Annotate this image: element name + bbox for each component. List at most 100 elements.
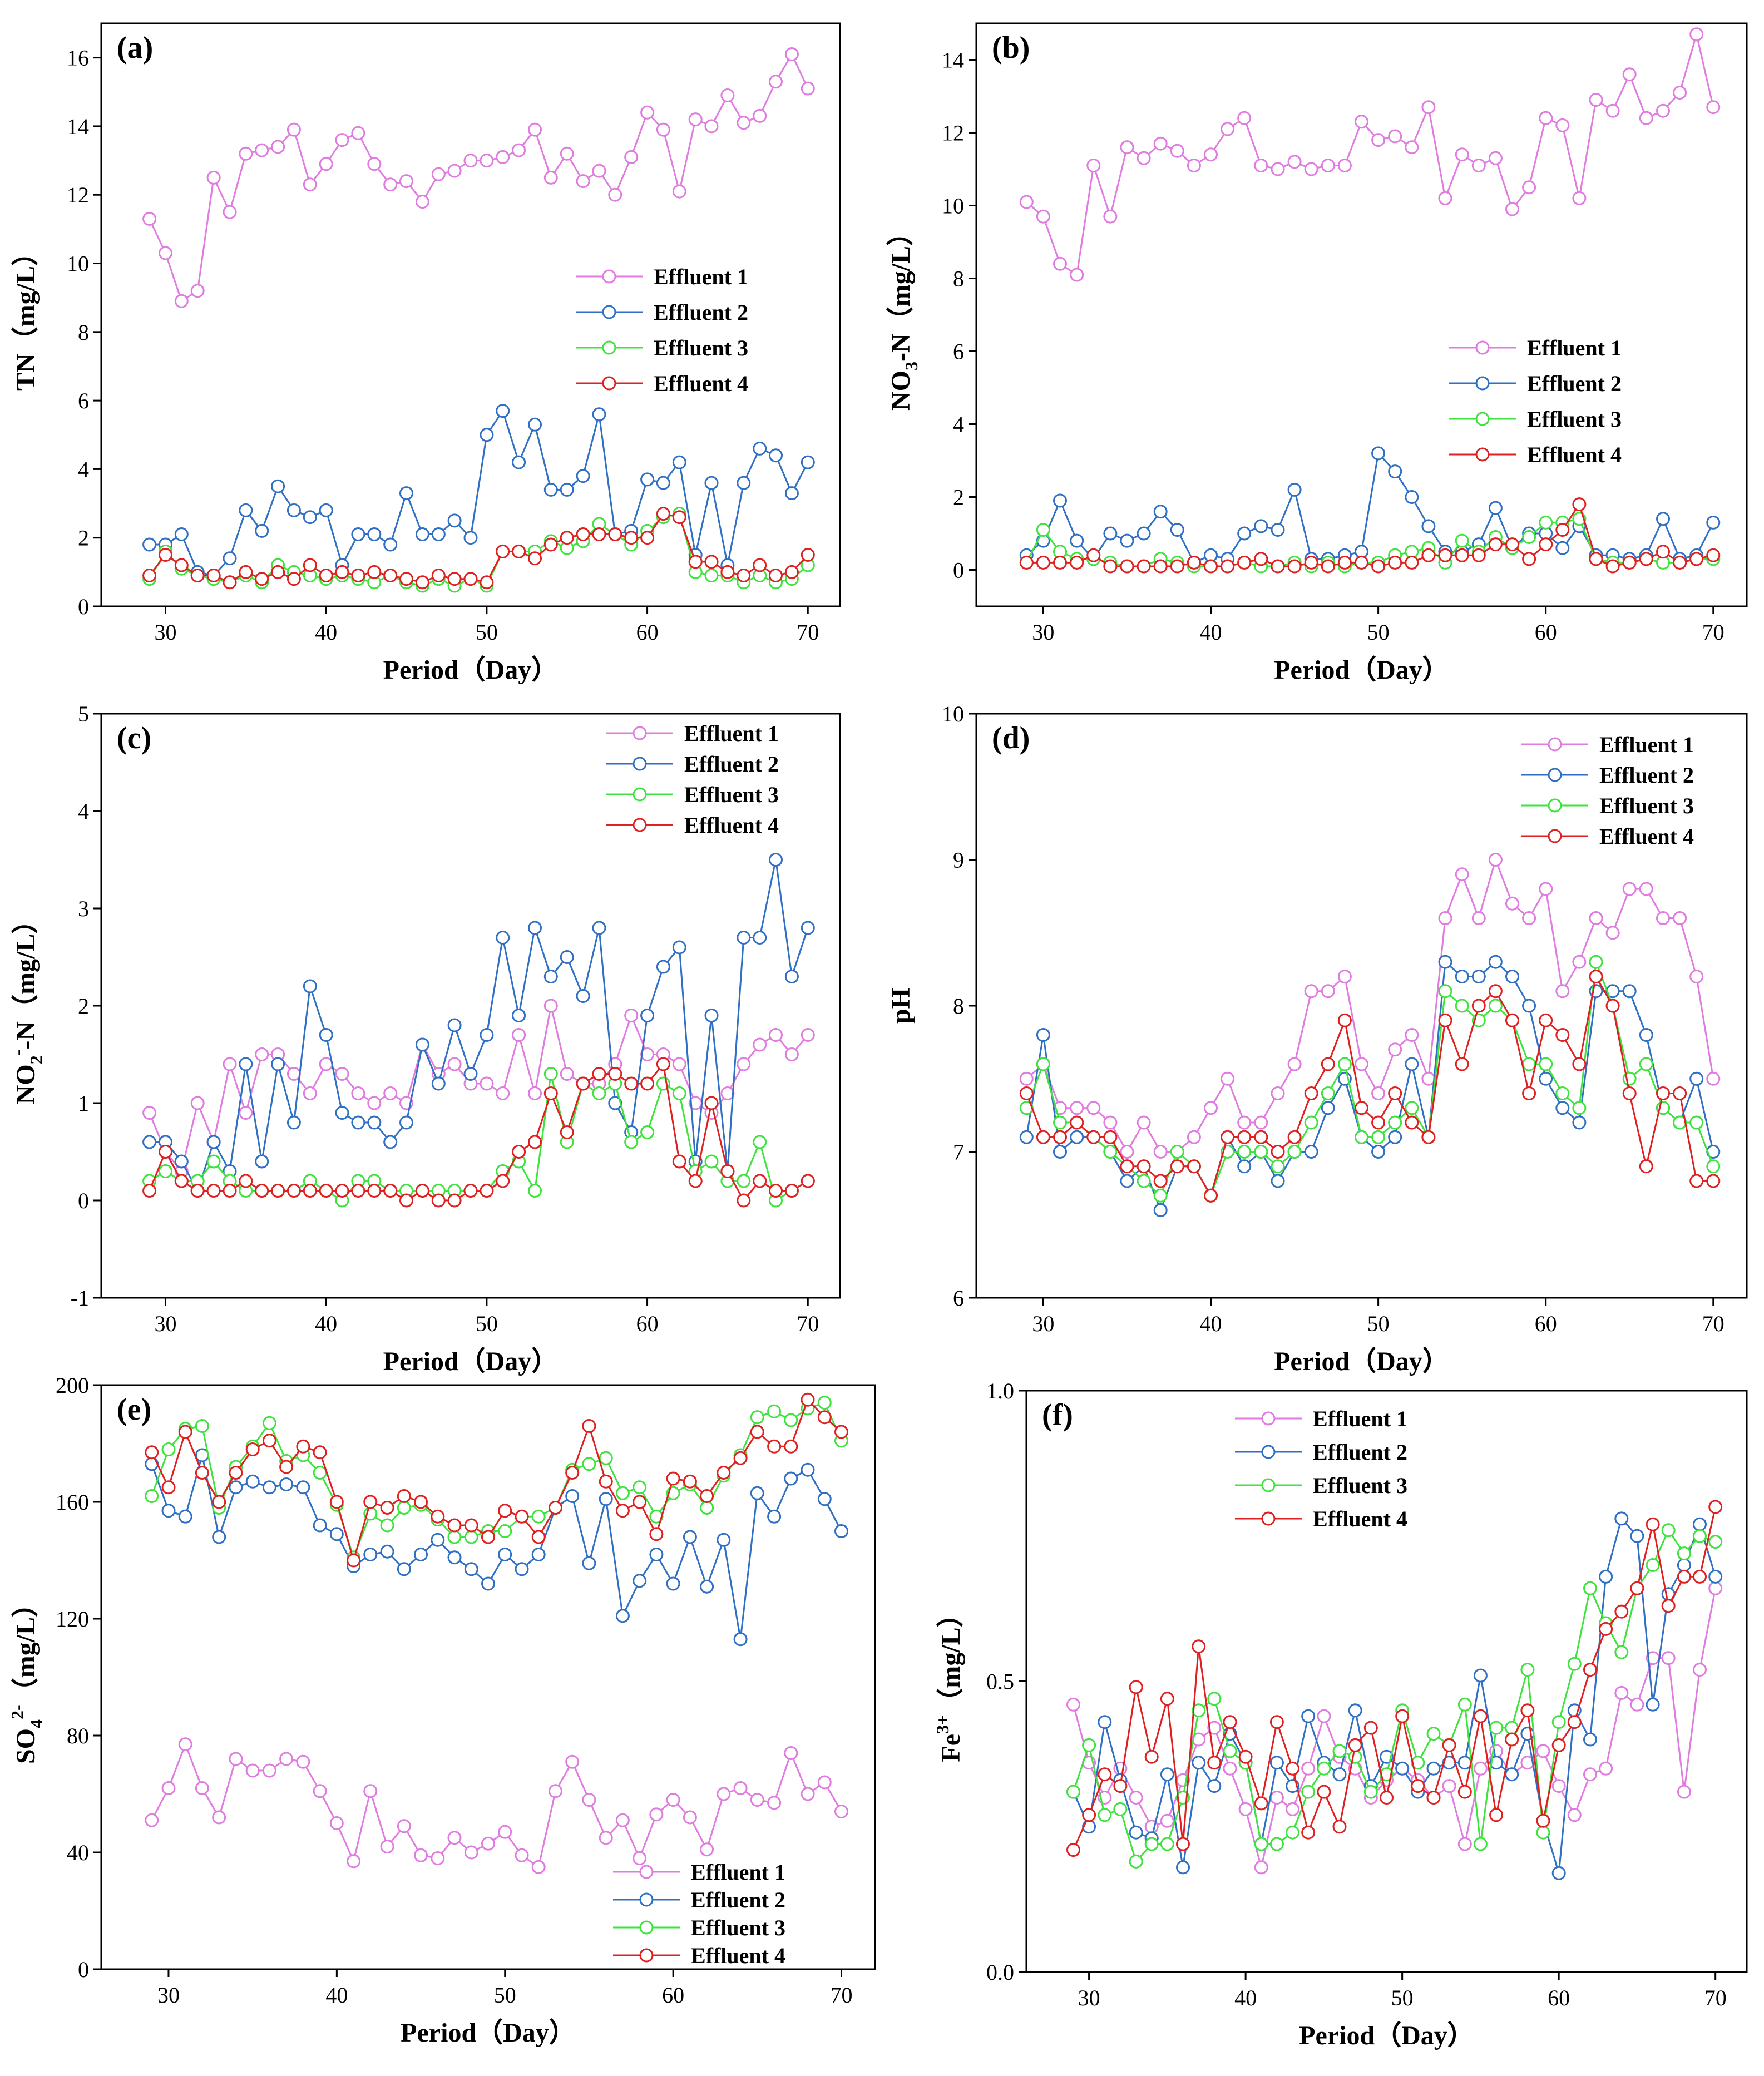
data-point xyxy=(1421,1071,1436,1086)
data-point xyxy=(1583,1663,1597,1677)
data-point xyxy=(737,1174,751,1188)
data-point xyxy=(1583,1581,1597,1595)
data-point xyxy=(1405,140,1419,155)
data-point xyxy=(1144,1749,1159,1764)
data-point xyxy=(480,1184,494,1198)
data-point xyxy=(582,1419,596,1433)
data-point xyxy=(1287,482,1302,497)
data-point xyxy=(1505,202,1519,216)
data-point xyxy=(496,1174,510,1188)
series-effluent-4 xyxy=(1019,970,1721,1203)
data-point xyxy=(672,1086,686,1100)
data-point xyxy=(296,1754,310,1769)
series-effluent-4 xyxy=(142,1057,815,1208)
data-point xyxy=(1583,1732,1597,1747)
data-point xyxy=(245,1474,260,1489)
data-point xyxy=(347,1854,361,1869)
data-point xyxy=(367,157,382,171)
y-tick-label: 7 xyxy=(953,1140,964,1165)
y-axis-label: TN（mg/L） xyxy=(11,239,41,391)
data-point xyxy=(1395,1761,1410,1776)
data-point xyxy=(1605,103,1620,118)
data-point xyxy=(223,1057,237,1071)
data-point xyxy=(1036,1028,1050,1042)
y-tick-label: 0.0 xyxy=(986,1960,1014,1985)
data-point xyxy=(1207,1779,1222,1793)
plot-frame xyxy=(100,22,841,607)
data-point xyxy=(206,170,221,185)
data-point xyxy=(1066,1697,1080,1712)
y-tick-label: 80 xyxy=(67,1723,89,1748)
data-point xyxy=(1421,1130,1436,1144)
data-point xyxy=(753,1037,767,1052)
data-point xyxy=(576,1076,590,1091)
data-point xyxy=(672,1057,686,1071)
data-point xyxy=(1583,1767,1597,1782)
data-point xyxy=(1442,1738,1456,1752)
series-effluent-4 xyxy=(142,507,815,590)
data-point xyxy=(1405,1028,1419,1042)
legend-marker xyxy=(602,340,616,355)
data-point xyxy=(1337,555,1352,570)
data-point xyxy=(1646,1697,1660,1712)
data-point xyxy=(1363,1721,1378,1735)
data-point xyxy=(1505,537,1519,552)
data-point xyxy=(1572,191,1587,205)
data-point xyxy=(380,1840,394,1853)
data-point xyxy=(1271,1086,1285,1100)
series-effluent-1 xyxy=(1019,853,1721,1159)
legend-label: Effluent 2 xyxy=(654,300,748,325)
data-point xyxy=(1599,1569,1613,1584)
legend-marker xyxy=(639,1920,654,1935)
data-point xyxy=(431,527,446,541)
data-point xyxy=(767,1404,782,1418)
data-point xyxy=(717,1466,731,1480)
data-point xyxy=(1019,555,1034,570)
legend-label: Effluent 2 xyxy=(1527,371,1622,396)
data-point xyxy=(1301,1709,1316,1723)
data-point xyxy=(565,1754,580,1769)
data-point xyxy=(512,143,526,157)
data-point xyxy=(1355,115,1368,129)
data-point xyxy=(496,1086,510,1100)
data-point xyxy=(512,1009,526,1022)
data-point xyxy=(801,1462,815,1477)
data-point xyxy=(1656,103,1670,118)
data-point xyxy=(399,1115,413,1130)
data-point xyxy=(351,1184,365,1198)
data-point xyxy=(347,1553,361,1568)
legend-marker xyxy=(639,1948,654,1963)
y-tick-label: 8 xyxy=(953,993,964,1019)
data-point xyxy=(700,1489,714,1503)
data-point xyxy=(1137,1174,1151,1188)
data-point xyxy=(1355,555,1368,570)
data-point xyxy=(531,1548,546,1561)
data-point xyxy=(801,1028,815,1042)
x-tick-label: 60 xyxy=(636,1311,659,1336)
data-point xyxy=(319,503,333,517)
data-point xyxy=(582,1556,596,1570)
data-point xyxy=(239,1174,253,1188)
y-axis-label: SO42-（mg/L） xyxy=(7,1590,46,1764)
data-point xyxy=(145,1489,159,1503)
data-point xyxy=(1204,1101,1218,1115)
data-point xyxy=(1192,1756,1206,1770)
data-point xyxy=(1706,515,1721,530)
data-point xyxy=(335,1067,349,1081)
data-point xyxy=(1207,1721,1222,1735)
panel-label: (f) xyxy=(1042,1398,1073,1432)
data-point xyxy=(543,999,558,1013)
x-tick-label: 70 xyxy=(1704,1985,1727,2010)
data-point xyxy=(159,246,172,260)
data-point xyxy=(1572,1101,1587,1115)
legend-label: Effluent 3 xyxy=(1313,1473,1407,1498)
y-axis-label-rest: （mg/L） xyxy=(936,1600,966,1714)
data-point xyxy=(515,1848,529,1862)
data-point xyxy=(1411,1756,1425,1770)
data-point xyxy=(1673,86,1687,100)
x-axis-label: Period（Day） xyxy=(1274,655,1449,685)
data-point xyxy=(784,970,799,983)
data-point xyxy=(1269,1715,1284,1729)
data-point xyxy=(549,1784,562,1798)
data-point xyxy=(656,1057,670,1071)
